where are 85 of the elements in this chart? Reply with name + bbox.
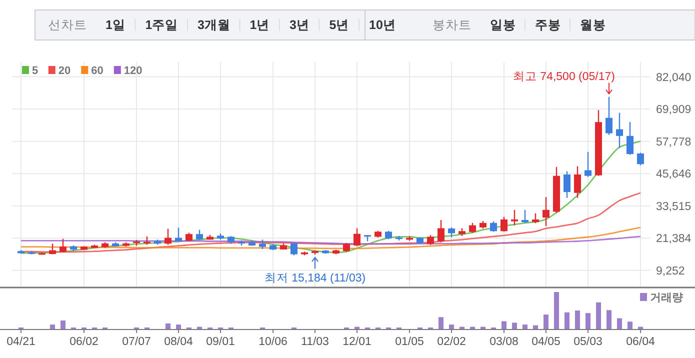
candlestick (616, 112, 623, 149)
bar (564, 312, 570, 329)
candlestick (290, 242, 298, 256)
category-label: 10년 (369, 18, 396, 32)
legend-label: 5 (32, 65, 38, 77)
candlestick (164, 228, 172, 246)
candlestick (49, 243, 56, 255)
candlestick (427, 234, 434, 246)
candlestick (606, 96, 612, 136)
candlestick (60, 238, 66, 254)
candlestick (564, 170, 570, 199)
y-tick-label: 57,778 (656, 136, 692, 148)
legend-label: 거래량 (650, 292, 683, 304)
annotation: 최고 74,500 (05/17) (512, 70, 616, 83)
text: 봉차트 (432, 18, 472, 32)
candlestick (343, 242, 350, 252)
category-label: 3년 (290, 18, 310, 32)
bar (544, 314, 548, 329)
x-tick-label: 04/21 (6, 336, 36, 348)
candlestick (637, 152, 644, 166)
category-label: 일봉 (490, 18, 516, 32)
y-tick-label: 21,384 (656, 233, 692, 246)
text: 선차트 (48, 18, 87, 32)
candlestick (532, 212, 539, 224)
x-tick-label: 03/08 (490, 336, 518, 348)
candlestick (574, 166, 581, 199)
bar (575, 310, 580, 329)
candlestick (469, 222, 476, 234)
category-label: 1년 (250, 18, 270, 32)
bar (176, 324, 181, 329)
bar (502, 321, 506, 329)
bar (596, 302, 601, 329)
x-tick-label: 01/05 (395, 336, 424, 348)
x-tick-label: 09/01 (206, 336, 235, 348)
annotation: 최저 15,184 (11/03) (264, 272, 366, 285)
y-tick-label: 82,040 (656, 72, 692, 84)
legend-label: 60 (91, 65, 104, 77)
candlestick (522, 209, 528, 224)
bar (60, 320, 66, 329)
bar (617, 318, 622, 329)
candlestick (354, 228, 360, 247)
legend-label: 120 (124, 65, 142, 77)
bar (449, 324, 454, 329)
y-tick-label: 33,515 (656, 200, 692, 213)
bar (522, 324, 528, 329)
candlestick (490, 220, 497, 232)
y-tick-label: 45,646 (656, 168, 692, 181)
x-tick-label: 07/07 (122, 336, 151, 348)
x-tick-label: 04/05 (532, 336, 560, 348)
bar (606, 310, 612, 329)
x-tick-label: 05/03 (574, 336, 602, 348)
bar (512, 322, 517, 329)
category-label: 3개월 (198, 18, 230, 32)
bar (533, 325, 538, 329)
bar (50, 324, 55, 329)
y-tick-label: 9,252 (656, 265, 685, 278)
category-label: 주봉 (535, 18, 561, 32)
legend-label: 20 (58, 65, 71, 77)
candlestick (511, 209, 518, 226)
bar (438, 317, 444, 329)
x-tick-label: 10/06 (258, 336, 288, 348)
bar (554, 292, 559, 329)
x-tick-label: 06/02 (70, 336, 98, 348)
bar (586, 313, 590, 329)
candlestick (259, 239, 266, 250)
bar (166, 323, 170, 329)
candlestick (438, 219, 444, 243)
bar (628, 322, 632, 329)
candlestick (448, 226, 455, 238)
x-tick-label: 06/04 (626, 336, 656, 348)
y-tick-label: 69,909 (656, 104, 692, 116)
category-label: 1주일 (145, 18, 178, 32)
candlestick (175, 227, 182, 242)
candlestick (196, 229, 203, 241)
candlestick (584, 151, 592, 178)
category-label: 월봉 (580, 18, 606, 32)
category-label: 5년 (329, 18, 350, 32)
x-tick-label: 08/04 (164, 336, 194, 348)
x-tick-label: 02/02 (437, 336, 466, 348)
candlestick (626, 122, 634, 156)
x-tick-label: 11/03 (301, 336, 329, 348)
category-label: 1일 (106, 18, 126, 32)
x-tick-label: 12/01 (342, 336, 372, 348)
candlestick (542, 196, 550, 227)
candlestick (500, 216, 508, 232)
